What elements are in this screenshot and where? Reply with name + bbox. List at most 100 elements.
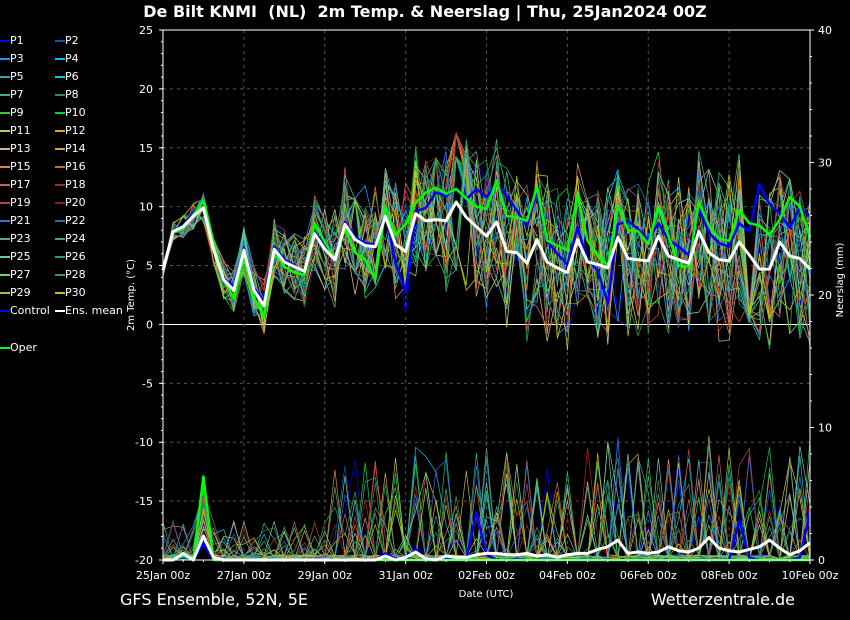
legend-swatch <box>55 220 65 222</box>
y-tick-label: 15 <box>139 142 153 155</box>
legend-swatch <box>55 76 65 78</box>
member-line <box>162 159 811 351</box>
legend-swatch <box>0 130 10 132</box>
legend-label: P3 <box>10 52 24 65</box>
legend-item: P11 <box>0 124 31 138</box>
legend-label: P29 <box>10 286 31 299</box>
legend-swatch <box>55 292 65 294</box>
legend-item: P28 <box>55 268 86 282</box>
legend-swatch <box>0 292 10 294</box>
member-line <box>162 139 811 350</box>
x-tick-label: 04Feb 00z <box>539 569 596 582</box>
legend-label: P15 <box>10 160 31 173</box>
legend-label: P30 <box>65 286 86 299</box>
legend-item: P10 <box>55 106 86 120</box>
member-precip-line <box>162 452 811 561</box>
legend-item: P30 <box>55 286 86 300</box>
legend-item: P4 <box>55 52 79 66</box>
legend-swatch <box>55 58 65 60</box>
legend-label: P16 <box>65 160 86 173</box>
legend-label: P27 <box>10 268 31 281</box>
legend-swatch <box>55 148 65 150</box>
legend-label: P1 <box>10 34 24 47</box>
legend-label: P19 <box>10 196 31 209</box>
legend-item: P9 <box>0 106 24 120</box>
y-tick-label: 5 <box>146 260 153 273</box>
legend-label: P20 <box>65 196 86 209</box>
legend-item: P22 <box>55 214 86 228</box>
legend-swatch <box>0 220 10 222</box>
legend-swatch <box>0 347 10 349</box>
legend-swatch <box>0 202 10 204</box>
legend-label: P10 <box>65 106 86 119</box>
legend-item: P23 <box>0 232 31 246</box>
x-tick-label: 02Feb 00z <box>458 569 515 582</box>
model-caption: GFS Ensemble, 52N, 5E <box>120 590 308 609</box>
legend-swatch <box>0 148 10 150</box>
legend-swatch <box>0 184 10 186</box>
legend-label: P4 <box>65 52 79 65</box>
legend-swatch <box>55 166 65 168</box>
grid-lines <box>163 30 810 560</box>
member-precip-line <box>162 461 811 561</box>
chart-title: De Bilt KNMI (NL) 2m Temp. & Neerslag | … <box>143 2 707 21</box>
legend-item: P13 <box>0 142 31 156</box>
legend-label: P2 <box>65 34 79 47</box>
legend-swatch <box>0 58 10 60</box>
legend-item: P7 <box>0 88 24 102</box>
member-precip-line <box>162 443 811 561</box>
legend-swatch <box>55 238 65 240</box>
legend-swatch <box>0 40 10 42</box>
legend-swatch <box>55 94 65 96</box>
legend-label: P17 <box>10 178 31 191</box>
y2-tick-label: 20 <box>818 289 832 302</box>
member-line <box>162 157 811 320</box>
y2-tick-label: 40 <box>818 24 832 37</box>
legend-label: P24 <box>65 232 86 245</box>
legend-item: P1 <box>0 34 24 48</box>
legend-item: P18 <box>55 178 86 192</box>
legend-item: P20 <box>55 196 86 210</box>
legend-swatch <box>0 166 10 168</box>
axes: 25 20 15 10 5 0 -5 -10 -15 -20 40 30 20 10 0 25Jan 00z 2… <box>135 24 839 582</box>
x-tick-label: 25Jan 00z <box>136 569 190 582</box>
legend-item: P8 <box>55 88 79 102</box>
y2-tick-label: 30 <box>818 157 832 170</box>
member-precip-line <box>162 473 811 561</box>
legend-swatch <box>55 112 65 114</box>
series-ens-mean <box>161 200 812 308</box>
legend-swatch <box>0 94 10 96</box>
y-tick-label: -15 <box>135 495 153 508</box>
x-tick-label: 08Feb 00z <box>701 569 758 582</box>
legend-item: Ens. mean <box>55 304 123 318</box>
legend-item: P12 <box>55 124 86 138</box>
legend-swatch <box>55 274 65 276</box>
legend-label: P7 <box>10 88 24 101</box>
legend-item: P3 <box>0 52 24 66</box>
member-precip-line <box>162 461 811 561</box>
legend-swatch <box>0 256 10 258</box>
legend-item: P2 <box>55 34 79 48</box>
legend-label: P9 <box>10 106 24 119</box>
legend-swatch <box>55 184 65 186</box>
x-tick-label: 06Feb 00z <box>620 569 677 582</box>
x-axis-label: Date (UTC) <box>459 589 514 600</box>
source-caption: Wetterzentrale.de <box>650 590 795 609</box>
legend-swatch <box>0 274 10 276</box>
legend-item: P21 <box>0 214 31 228</box>
legend-swatch <box>55 310 65 312</box>
legend-item: P27 <box>0 268 31 282</box>
legend-label: P8 <box>65 88 79 101</box>
legend-label: Control <box>10 304 50 317</box>
legend-item: Oper <box>0 341 37 355</box>
legend-label: P25 <box>10 250 31 263</box>
member-precip-line <box>162 461 811 561</box>
y2-axis-label: Neerslag (mm) <box>835 242 846 317</box>
legend-item: Control <box>0 304 50 318</box>
y-tick-label: 20 <box>139 83 153 96</box>
legend-item: P24 <box>55 232 86 246</box>
legend-item: P26 <box>55 250 86 264</box>
legend-swatch <box>55 202 65 204</box>
legend-label: P26 <box>65 250 86 263</box>
